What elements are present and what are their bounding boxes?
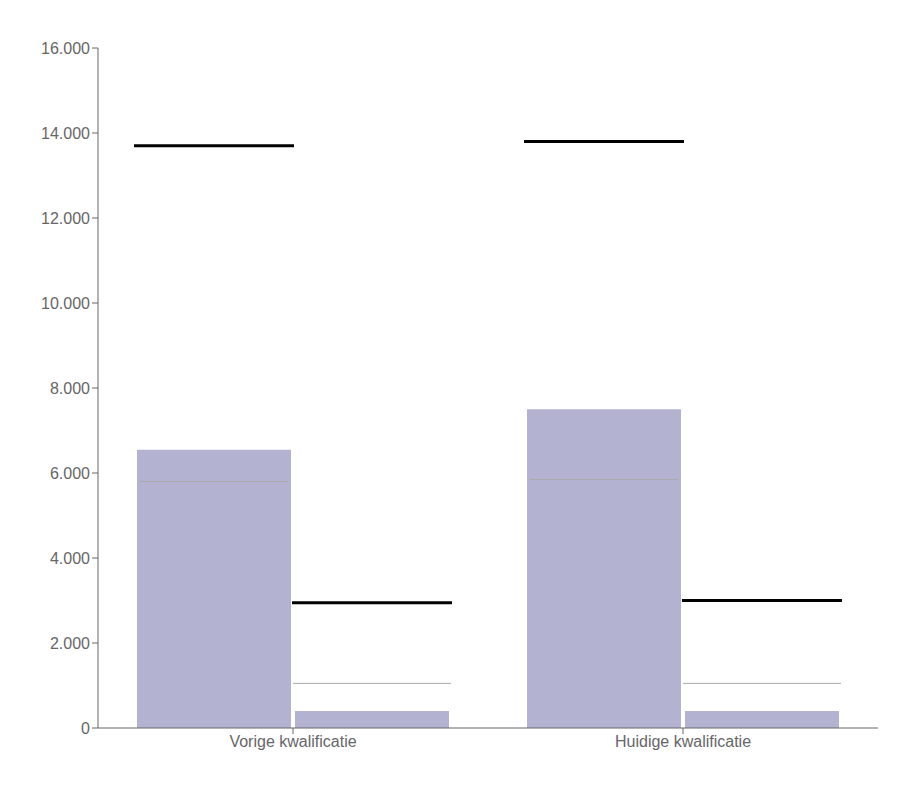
svg-text:6.000: 6.000 [50,465,90,482]
svg-text:12.000: 12.000 [41,210,90,227]
svg-text:Vorige kwalificatie: Vorige kwalificatie [229,733,356,750]
svg-text:8.000: 8.000 [50,380,90,397]
svg-text:14.000: 14.000 [41,125,90,142]
svg-text:4.000: 4.000 [50,550,90,567]
svg-text:Huidige kwalificatie: Huidige kwalificatie [615,733,751,750]
svg-text:0: 0 [81,720,90,737]
svg-text:16.000: 16.000 [41,40,90,57]
svg-text:10.000: 10.000 [41,295,90,312]
svg-text:2.000: 2.000 [50,635,90,652]
